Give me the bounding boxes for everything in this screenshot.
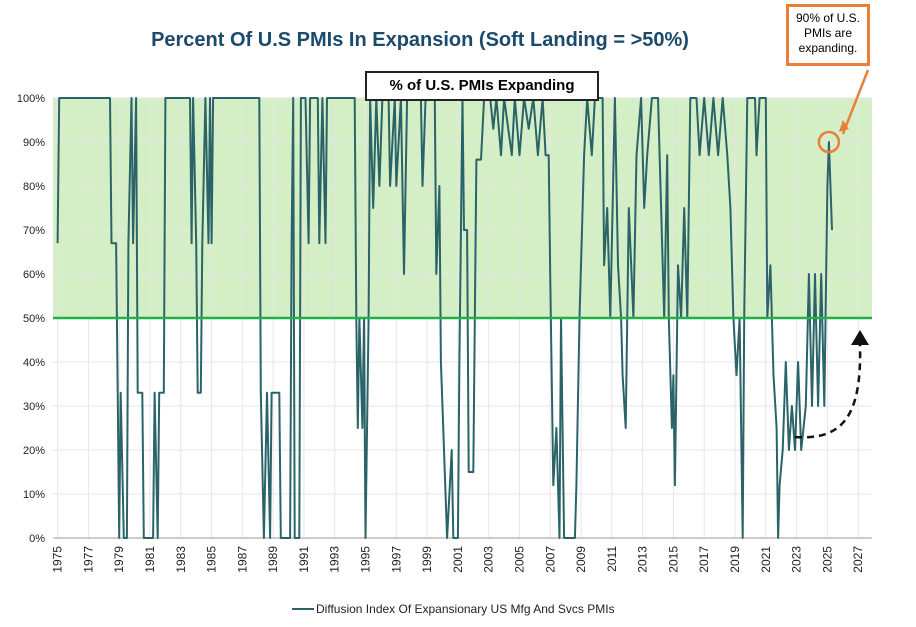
callout-arrow	[841, 69, 870, 135]
y-tick-label: 50%	[23, 313, 45, 325]
x-tick-label: 2027	[851, 546, 865, 573]
x-tick-label: 1987	[235, 546, 249, 573]
x-tick-label: 1999	[420, 546, 434, 573]
y-tick-label: 70%	[23, 225, 45, 237]
x-tick-label: 2017	[697, 546, 711, 573]
x-tick-label: 1985	[205, 546, 219, 573]
y-tick-label: 90%	[23, 137, 45, 149]
chart-title: Percent Of U.S PMIs In Expansion (Soft L…	[151, 29, 689, 51]
x-tick-label: 2007	[543, 546, 557, 573]
legend: Diffusion Index Of Expansionary US Mfg A…	[292, 602, 615, 616]
x-tick-label: 2015	[666, 546, 680, 573]
x-tick-label: 1997	[389, 546, 403, 573]
x-tick-label: 2005	[512, 546, 526, 573]
x-tick-label: 1991	[297, 546, 311, 573]
x-tick-label: 2001	[451, 546, 465, 573]
x-tick-label: 2009	[574, 546, 588, 573]
x-tick-label: 2003	[482, 546, 496, 573]
inner-title: % of U.S. PMIs Expanding	[365, 71, 599, 101]
x-tick-label: 1989	[266, 546, 280, 573]
trend-arrowhead	[851, 330, 869, 345]
y-tick-label: 20%	[23, 445, 45, 457]
legend-label: Diffusion Index Of Expansionary US Mfg A…	[316, 602, 615, 616]
y-tick-label: 100%	[17, 93, 45, 105]
x-tick-label: 1975	[51, 546, 65, 573]
trend-arrow	[794, 344, 862, 439]
y-tick-label: 30%	[23, 401, 45, 413]
x-tick-label: 1993	[328, 546, 342, 573]
x-tick-label: 1977	[81, 546, 95, 573]
x-tick-label: 2013	[636, 546, 650, 573]
y-tick-label: 0%	[29, 533, 45, 545]
x-tick-label: 1981	[143, 546, 157, 573]
y-tick-label: 60%	[23, 269, 45, 281]
x-tick-label: 2019	[728, 546, 742, 573]
x-tick-label: 1995	[359, 546, 373, 573]
x-tick-label: 2021	[759, 546, 773, 573]
x-tick-label: 1983	[174, 546, 188, 573]
y-tick-label: 10%	[23, 489, 45, 501]
y-tick-label: 80%	[23, 181, 45, 193]
highlight-circle	[817, 130, 841, 154]
callout: 90% of U.S. PMIs are expanding.	[786, 4, 870, 66]
y-tick-label: 40%	[23, 357, 45, 369]
x-tick-label: 2023	[790, 546, 804, 573]
callout-arrowhead	[838, 120, 849, 132]
x-tick-label: 2011	[605, 546, 619, 572]
x-tick-label: 2025	[820, 546, 834, 573]
x-tick-label: 1979	[112, 546, 126, 573]
